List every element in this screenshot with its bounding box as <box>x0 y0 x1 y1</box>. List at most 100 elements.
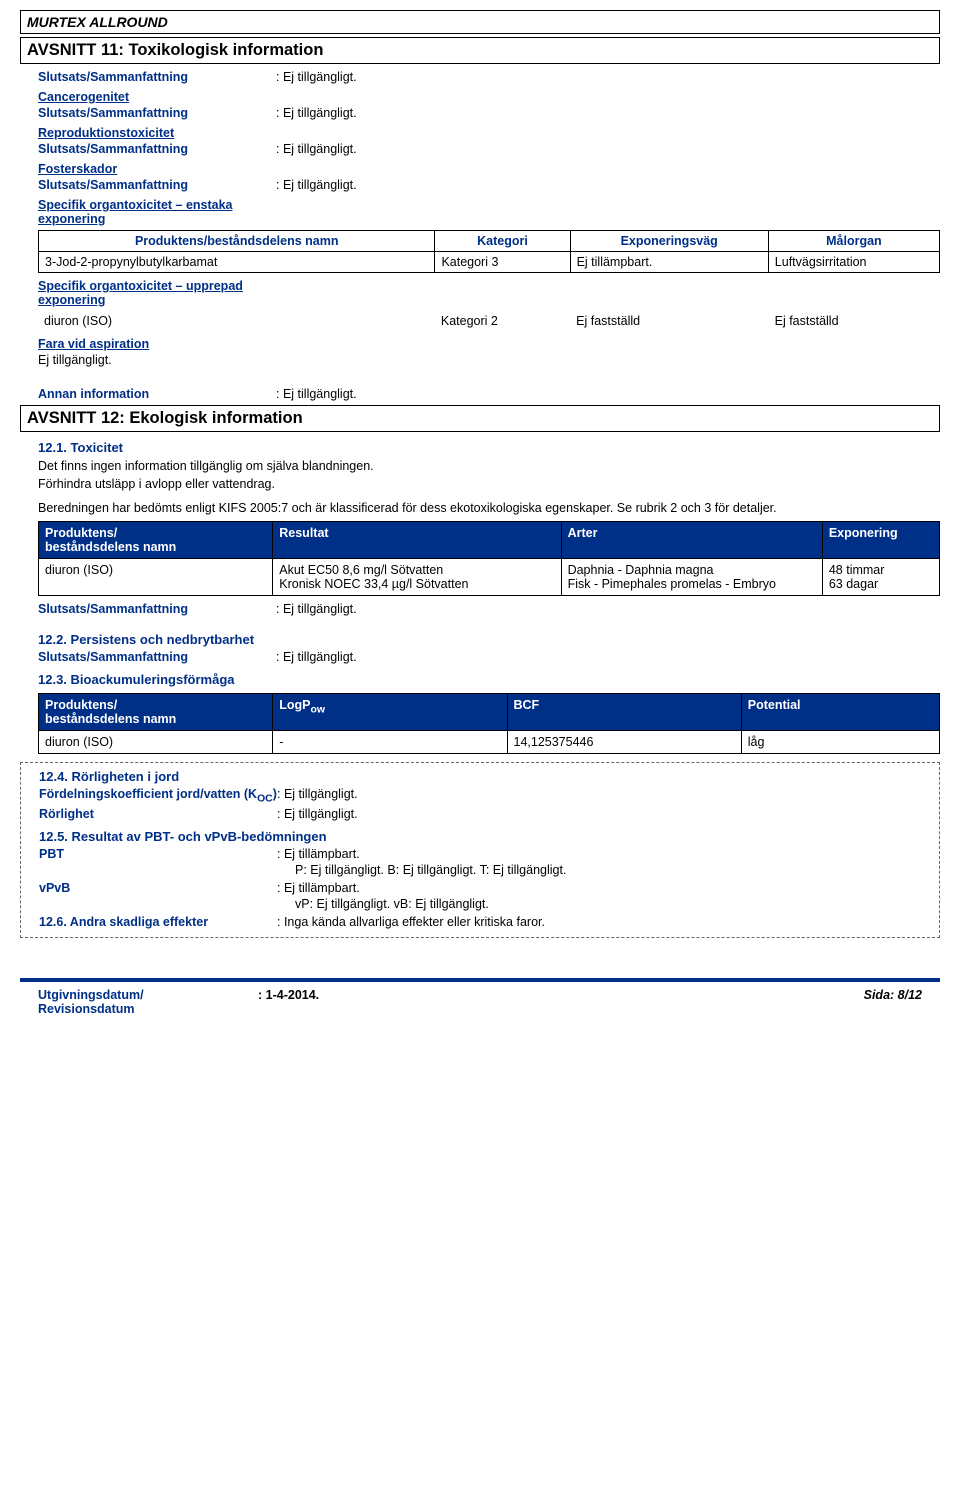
section-12-heading-box: AVSNITT 12: Ekologisk information <box>20 405 940 432</box>
koc-value: Ej tillgängligt. <box>277 787 358 805</box>
pbt-value: Ej tillämpbart. <box>277 847 360 861</box>
mobility-row: Rörlighet Ej tillgängligt. <box>39 807 939 821</box>
section-12-heading: AVSNITT 12: Ekologisk information <box>27 409 303 427</box>
summary-row: Slutsats/Sammanfattning Ej tillgängligt. <box>38 178 940 192</box>
cell-potential: låg <box>741 731 939 754</box>
mobility-label: Rörlighet <box>39 807 277 821</box>
bioaccum-table: Produktens/ beståndsdelens namn LogPow B… <box>38 693 940 754</box>
vpvb-detail: vP: Ej tillgängligt. vB: Ej tillgängligt… <box>295 897 939 911</box>
table-row: diuron (ISO) Akut EC50 8,6 mg/l Sötvatte… <box>39 559 940 596</box>
teratogenicity-heading: Fosterskador <box>38 162 276 176</box>
carcinogenicity-heading: Cancerogenitet <box>38 90 276 104</box>
cell-name: 3-Jod-2-propynylbutylkarbamat <box>39 252 435 273</box>
sub-12-6-value: Inga kända allvarliga effekter eller kri… <box>277 915 545 929</box>
aspiration-value: Ej tillgängligt. <box>38 353 940 367</box>
conclusion-value: Ej tillgängligt. <box>276 70 357 84</box>
stot-single-table: Produktens/beståndsdelens namn Kategori … <box>38 230 940 273</box>
koc-label: Fördelningskoefficient jord/vatten (KOC) <box>39 787 277 805</box>
mobility-value: Ej tillgängligt. <box>277 807 358 821</box>
footer-issue-label: Utgivningsdatum/ Revisionsdatum <box>38 988 258 1016</box>
sub-12-2-heading: 12.2. Persistens och nedbrytbarhet <box>38 632 940 647</box>
table-row: diuron (ISO) Kategori 2 Ej fastställd Ej… <box>38 311 940 331</box>
stot-repeated-table: diuron (ISO) Kategori 2 Ej fastställd Ej… <box>38 311 940 331</box>
section-11-heading-box: AVSNITT 11: Toxikologisk information <box>20 37 940 64</box>
cell-target: Ej fastställd <box>769 311 940 331</box>
conclusion-label: Slutsats/Sammanfattning <box>38 142 276 156</box>
col-name: Produktens/beståndsdelens namn <box>39 231 435 252</box>
conclusion-label: Slutsats/Sammanfattning <box>38 650 276 664</box>
vpvb-label: vPvB <box>39 881 277 895</box>
cell-result: Akut EC50 8,6 mg/l Sötvatten Kronisk NOE… <box>273 559 561 596</box>
summary-row: Slutsats/Sammanfattning Ej tillgängligt. <box>38 106 940 120</box>
summary-row: Slutsats/Sammanfattning Ej tillgängligt. <box>38 650 940 664</box>
col-route: Exponeringsväg <box>570 231 768 252</box>
cell-category: Kategori 3 <box>435 252 570 273</box>
sub-12-6-label: 12.6. Andra skadliga effekter <box>39 915 277 929</box>
summary-row: Slutsats/Sammanfattning Ej tillgängligt. <box>38 602 940 616</box>
stot-single-heading: Specifik organtoxicitet – enstaka expone… <box>38 198 276 226</box>
conclusion-label: Slutsats/Sammanfattning <box>38 70 276 84</box>
tox-line-2: Förhindra utsläpp i avlopp eller vattend… <box>38 477 940 491</box>
conclusion-label: Slutsats/Sammanfattning <box>38 106 276 120</box>
sub-12-5-heading: 12.5. Resultat av PBT- och vPvB-bedömnin… <box>39 829 939 844</box>
conclusion-value: Ej tillgängligt. <box>276 650 357 664</box>
reproductive-heading: Reproduktionstoxicitet <box>38 126 276 140</box>
col-bcf: BCF <box>507 694 741 731</box>
cell-route: Ej fastställd <box>570 311 768 331</box>
cell-bcf: 14,125375446 <box>507 731 741 754</box>
summary-row: Slutsats/Sammanfattning Ej tillgängligt. <box>38 70 940 84</box>
col-name: Produktens/ beståndsdelens namn <box>39 694 273 731</box>
cell-category: Kategori 2 <box>435 311 570 331</box>
cell-species: Daphnia - Daphnia magna Fisk - Pimephale… <box>561 559 822 596</box>
other-info-row: Annan information Ej tillgängligt. <box>38 387 940 401</box>
vpvb-value: Ej tillämpbart. <box>277 881 360 895</box>
tox-line-1: Det finns ingen information tillgänglig … <box>38 459 940 473</box>
pbt-row: PBT Ej tillämpbart. <box>39 847 939 861</box>
conclusion-value: Ej tillgängligt. <box>276 142 357 156</box>
conclusion-value: Ej tillgängligt. <box>276 106 357 120</box>
dashed-section: 12.4. Rörligheten i jord Fördelningskoef… <box>20 762 940 938</box>
conclusion-label: Slutsats/Sammanfattning <box>38 602 276 616</box>
col-target: Målorgan <box>768 231 939 252</box>
col-name: Produktens/ beståndsdelens namn <box>39 522 273 559</box>
pbt-detail: P: Ej tillgängligt. B: Ej tillgängligt. … <box>295 863 939 877</box>
table-row: 3-Jod-2-propynylbutylkarbamat Kategori 3… <box>39 252 940 273</box>
cell-target: Luftvägsirritation <box>768 252 939 273</box>
cell-name: diuron (ISO) <box>39 559 273 596</box>
cell-logpow: - <box>273 731 507 754</box>
cell-name: diuron (ISO) <box>38 311 435 331</box>
ecotox-table: Produktens/ beståndsdelens namn Resultat… <box>38 521 940 596</box>
tox-note: Beredningen har bedömts enligt KIFS 2005… <box>38 501 940 515</box>
conclusion-value: Ej tillgängligt. <box>276 178 357 192</box>
sub-12-4-heading: 12.4. Rörligheten i jord <box>39 769 939 784</box>
cell-exposure: 48 timmar 63 dagar <box>822 559 939 596</box>
col-exposure: Exponering <box>822 522 939 559</box>
conclusion-value: Ej tillgängligt. <box>276 602 357 616</box>
section-11-heading: AVSNITT 11: Toxikologisk information <box>27 41 323 59</box>
col-category: Kategori <box>435 231 570 252</box>
other-info-label: Annan information <box>38 387 276 401</box>
other-adverse-row: 12.6. Andra skadliga effekter Inga kända… <box>39 915 939 929</box>
other-info-value: Ej tillgängligt. <box>276 387 357 401</box>
col-result: Resultat <box>273 522 561 559</box>
cell-name: diuron (ISO) <box>39 731 273 754</box>
col-species: Arter <box>561 522 822 559</box>
product-title: MURTEX ALLROUND <box>27 14 168 30</box>
page-footer: Utgivningsdatum/ Revisionsdatum 1-4-2014… <box>20 982 940 1016</box>
pbt-label: PBT <box>39 847 277 861</box>
koc-row: Fördelningskoefficient jord/vatten (KOC)… <box>39 787 939 805</box>
summary-row: Slutsats/Sammanfattning Ej tillgängligt. <box>38 142 940 156</box>
col-potential: Potential <box>741 694 939 731</box>
footer-page-number: Sida: 8/12 <box>864 988 922 1002</box>
cell-route: Ej tillämpbart. <box>570 252 768 273</box>
vpvb-row: vPvB Ej tillämpbart. <box>39 881 939 895</box>
col-logpow: LogPow <box>273 694 507 731</box>
sub-12-1-heading: 12.1. Toxicitet <box>38 440 940 455</box>
aspiration-heading: Fara vid aspiration <box>38 337 276 351</box>
footer-issue-date: 1-4-2014. <box>258 988 319 1016</box>
table-row: diuron (ISO) - 14,125375446 låg <box>39 731 940 754</box>
conclusion-label: Slutsats/Sammanfattning <box>38 178 276 192</box>
product-title-box: MURTEX ALLROUND <box>20 10 940 34</box>
sub-12-3-heading: 12.3. Bioackumuleringsförmåga <box>38 672 940 687</box>
stot-repeated-heading: Specifik organtoxicitet – upprepad expon… <box>38 279 276 307</box>
